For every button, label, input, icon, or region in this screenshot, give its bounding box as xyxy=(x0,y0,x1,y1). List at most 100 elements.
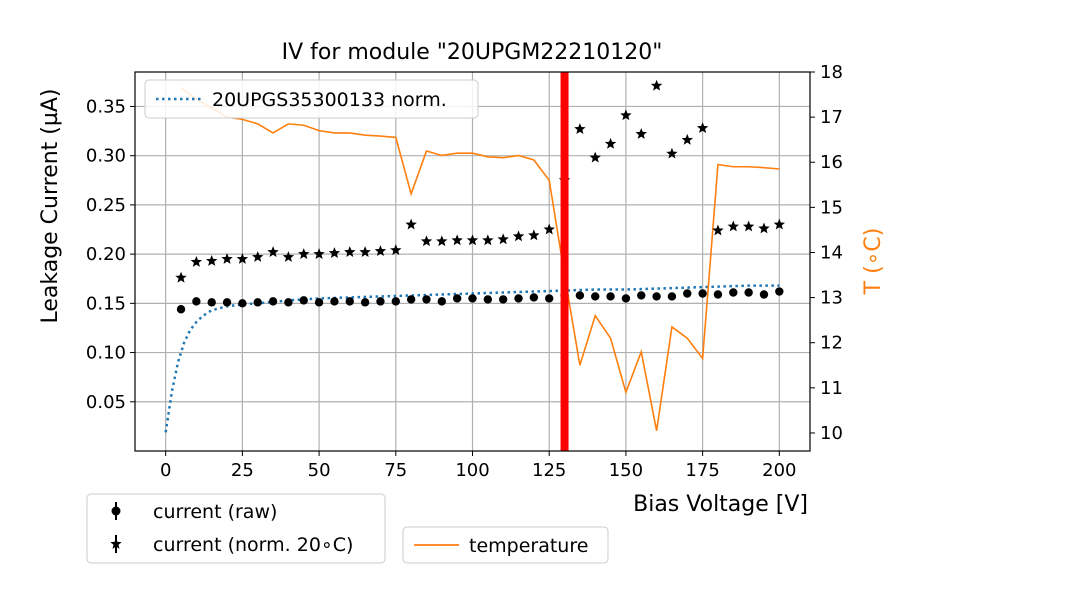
x-tick-label: 100 xyxy=(455,460,489,481)
norm-current-point xyxy=(666,147,678,159)
raw-current-point xyxy=(637,291,646,300)
legend-raw-marker xyxy=(111,506,121,516)
raw-current-point xyxy=(713,290,723,299)
x-tick-label: 200 xyxy=(762,460,796,481)
raw-current-point xyxy=(606,292,615,301)
norm-current-point xyxy=(712,224,724,236)
x-tick-label: 75 xyxy=(384,460,407,481)
raw-current-point xyxy=(452,294,462,303)
norm-current-point xyxy=(528,229,540,241)
y2-tick-label: 18 xyxy=(820,62,843,83)
chart-title: IV for module "20UPGM22210120" xyxy=(282,40,663,65)
norm-current-point xyxy=(298,248,310,259)
y2-tick-label: 14 xyxy=(820,242,843,263)
norm-current-point xyxy=(574,123,586,134)
norm-current-point xyxy=(221,253,233,264)
norm-current-point xyxy=(252,251,264,262)
norm-current-point xyxy=(328,247,341,258)
norm-current-point xyxy=(543,223,555,235)
axes: 0 25 50 75 100 125 150 175 200 0.05 0.10 0.15 0.20 0.… xyxy=(86,62,843,481)
x-axis-label: Bias Voltage [V] xyxy=(633,492,808,517)
y2-tick-label: 16 xyxy=(820,152,843,173)
legend-temperature-label: temperature xyxy=(469,535,588,557)
raw-current-point xyxy=(729,288,738,297)
raw-current-point xyxy=(744,288,753,297)
legend-norm-marker xyxy=(110,538,122,549)
norm-current-point xyxy=(420,235,433,247)
raw-current-point xyxy=(652,292,661,301)
y-tick-label: 0.25 xyxy=(86,195,126,216)
grid xyxy=(135,72,810,451)
norm-current-point xyxy=(282,251,295,262)
legend-temperature: temperature xyxy=(402,526,609,564)
norm-current-point xyxy=(313,248,325,259)
norm-current-point xyxy=(758,222,770,234)
y2-tick-label: 12 xyxy=(820,333,843,354)
norm-current-point xyxy=(635,128,647,139)
x-tick-label: 125 xyxy=(532,460,566,481)
legend-reference-label: 20UPGS35300133 norm. xyxy=(212,89,447,111)
raw-current-point xyxy=(498,295,508,304)
raw-current-point xyxy=(422,295,431,304)
raw-current-point xyxy=(299,296,308,305)
raw-current-point xyxy=(483,295,493,304)
norm-current-point xyxy=(482,234,494,246)
raw-current-point xyxy=(591,292,600,301)
reference-series-line xyxy=(164,284,780,433)
legend-norm-label: current (norm. 20∘C) xyxy=(153,534,353,556)
raw-current-point xyxy=(529,293,539,302)
x-tick-label: 50 xyxy=(308,460,331,481)
norm-current-point xyxy=(451,234,463,246)
raw-current-point xyxy=(437,297,447,306)
x-tick-label: 175 xyxy=(685,460,719,481)
x-tick-label: 25 xyxy=(231,460,254,481)
y-tick-label: 0.10 xyxy=(86,343,126,364)
legend-raw-label: current (raw) xyxy=(153,501,277,523)
norm-current-point xyxy=(236,253,249,264)
raw-current-point xyxy=(207,298,216,307)
norm-current-point xyxy=(773,218,786,230)
norm-current-point xyxy=(344,246,356,257)
raw-current-point xyxy=(330,297,339,306)
raw-current-point xyxy=(759,290,769,299)
norm-current-point xyxy=(206,255,218,266)
plot-area xyxy=(164,72,786,451)
y-tick-label: 0.20 xyxy=(86,244,126,265)
raw-current-point xyxy=(268,297,278,306)
raw-current-point xyxy=(284,298,293,307)
raw-current-point xyxy=(775,287,784,296)
norm-current-point xyxy=(696,122,709,133)
raw-current-point xyxy=(514,294,523,303)
x-tick-label: 150 xyxy=(609,460,643,481)
norm-current-point xyxy=(436,235,448,247)
raw-current-point xyxy=(621,294,631,303)
y-tick-label: 0.30 xyxy=(86,146,126,167)
norm-current-point xyxy=(512,230,525,242)
y2-tick-label: 10 xyxy=(820,423,843,444)
x-tick-label: 0 xyxy=(160,460,171,481)
norm-current-point xyxy=(190,255,203,267)
norm-current-point xyxy=(267,246,279,257)
y-tick-label: 0.05 xyxy=(86,392,126,413)
y-tick-label: 0.35 xyxy=(86,96,126,117)
raw-current-point xyxy=(222,298,232,307)
norm-current-point xyxy=(727,220,739,232)
norm-current-point xyxy=(681,133,693,145)
y2-axis-label: T (∘C) xyxy=(861,228,886,296)
raw-current-point xyxy=(468,294,477,303)
raw-current-point xyxy=(406,295,416,304)
norm-current-point xyxy=(359,246,371,257)
norm-current-point xyxy=(466,234,479,246)
y2-tick-label: 15 xyxy=(820,197,843,218)
y-axis-label: Leakage Current (µA) xyxy=(38,88,63,323)
legend-reference: 20UPGS35300133 norm. xyxy=(144,79,479,119)
norm-current-point xyxy=(497,233,509,245)
raw-current-point xyxy=(176,305,186,314)
raw-current-point xyxy=(667,292,677,301)
raw-current-point xyxy=(360,298,370,307)
temperature-series-line xyxy=(180,87,780,431)
norm-current-point xyxy=(374,245,387,257)
raw-current-point xyxy=(192,297,201,306)
norm-current-point xyxy=(405,218,417,230)
